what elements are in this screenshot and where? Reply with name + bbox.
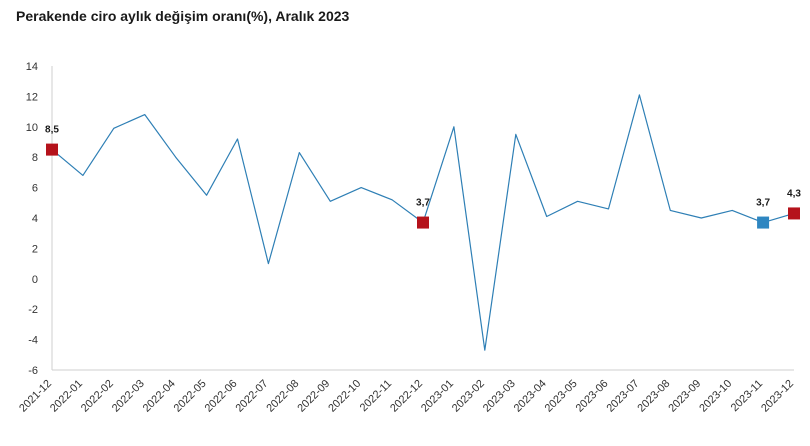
x-tick-label: 2022-12 (388, 378, 425, 415)
data-point (329, 200, 331, 202)
x-tick-label: 2021-12 (17, 378, 54, 415)
data-point (545, 215, 547, 217)
data-point (298, 151, 300, 153)
y-tick-label: 6 (32, 183, 38, 195)
highlight-marker (788, 207, 800, 220)
x-tick-label: 2023-02 (450, 378, 487, 415)
data-point (236, 138, 238, 140)
data-point (669, 209, 671, 211)
x-tick-label: 2022-10 (326, 378, 363, 415)
data-point (391, 199, 393, 201)
data-point (576, 200, 578, 202)
data-point (205, 194, 207, 196)
x-tick-label: 2023-06 (574, 378, 611, 415)
x-tick-label: 2023-12 (759, 378, 796, 415)
y-tick-label: 10 (26, 122, 38, 134)
x-tick-label: 2023-11 (729, 378, 765, 414)
data-label: 4,3 (787, 188, 801, 199)
x-tick-label: 2023-01 (419, 378, 456, 415)
x-tick-label: 2022-05 (172, 378, 209, 415)
data-label: 3,7 (756, 198, 770, 209)
y-tick-label: 14 (26, 61, 38, 73)
data-point (267, 262, 269, 264)
highlight-marker (46, 143, 58, 156)
x-tick-label: 2023-09 (666, 378, 703, 415)
chart-title: Perakende ciro aylık değişim oranı(%), A… (16, 8, 350, 24)
highlight-marker (757, 216, 770, 229)
x-tick-label: 2022-11 (358, 378, 394, 414)
x-tick-label: 2022-08 (264, 378, 301, 415)
y-tick-label: 8 (32, 152, 38, 164)
data-point (360, 186, 362, 188)
x-tick-labels: 2021-122022-012022-022022-032022-042022-… (17, 378, 796, 415)
y-tick-label: 4 (32, 213, 38, 225)
data-point (638, 94, 640, 96)
y-tick-label: -6 (28, 365, 38, 377)
data-point (174, 156, 176, 158)
data-point (731, 209, 733, 211)
data-point (515, 133, 517, 135)
highlight-markers: 8,5 3,7 3,7 4,3 (45, 125, 801, 229)
x-tick-label: 2022-03 (110, 378, 147, 415)
x-tick-label: 2023-08 (635, 378, 672, 415)
data-point (607, 208, 609, 210)
x-tick-label: 2022-07 (234, 378, 271, 415)
y-tick-label: 0 (32, 274, 38, 286)
data-point (484, 349, 486, 351)
data-label: 8,5 (45, 125, 59, 136)
y-tick-label: 2 (32, 243, 38, 255)
x-tick-label: 2022-02 (79, 378, 116, 415)
x-tick-label: 2023-10 (697, 378, 734, 415)
data-point (144, 113, 146, 115)
y-tick-labels: 14 12 10 8 6 4 2 0 -2 -4 -6 (26, 61, 38, 377)
y-tick-label: -4 (28, 335, 38, 347)
data-label: 3,7 (416, 198, 430, 209)
x-tick-label: 2022-06 (203, 378, 240, 415)
x-tick-label: 2023-04 (512, 378, 549, 415)
data-point (700, 217, 702, 219)
x-tick-label: 2023-03 (481, 378, 518, 415)
highlight-marker (417, 216, 429, 229)
x-tick-label: 2022-01 (48, 378, 85, 415)
y-tick-label: 12 (26, 91, 38, 103)
data-point (113, 127, 115, 129)
x-tick-label: 2023-05 (543, 378, 580, 415)
y-tick-label: -2 (28, 304, 38, 316)
x-tick-label: 2022-04 (141, 378, 178, 415)
x-tick-label: 2022-09 (295, 378, 332, 415)
x-tick-label: 2023-07 (605, 378, 642, 415)
data-point (453, 126, 455, 128)
data-point (82, 174, 84, 176)
